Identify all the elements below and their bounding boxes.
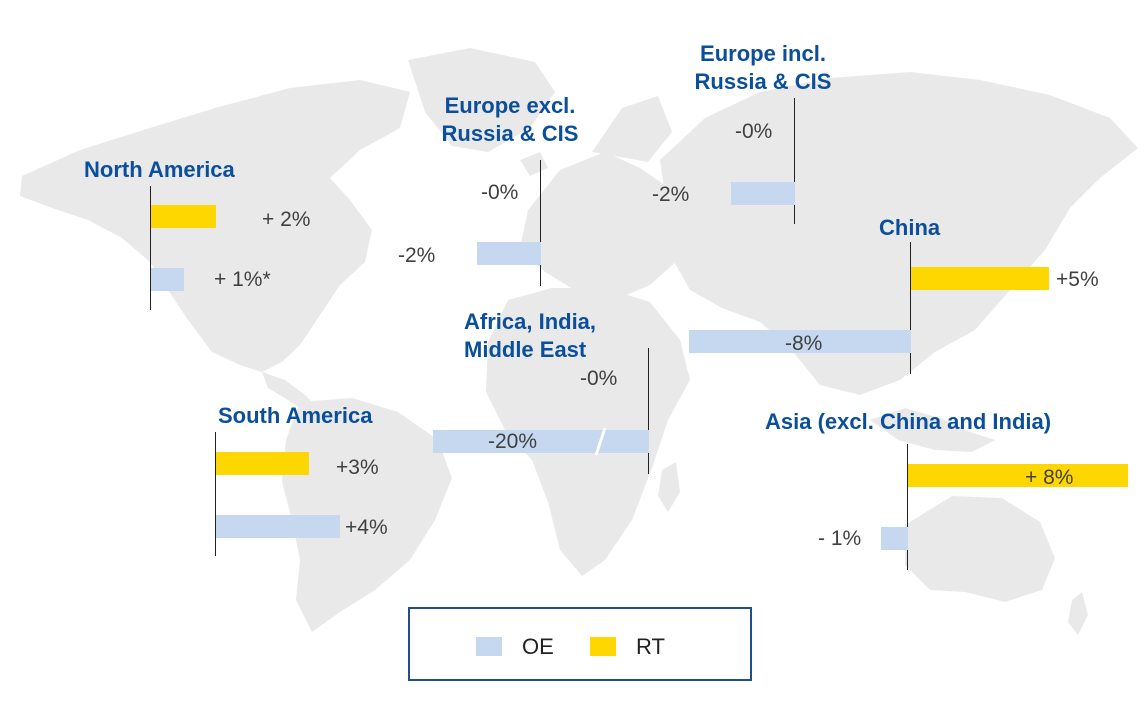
map-scandinavia bbox=[592, 96, 672, 162]
axis-africa-india-me bbox=[648, 348, 649, 474]
bar-south-america-rt bbox=[216, 452, 309, 475]
label-china-rt: +5% bbox=[1056, 268, 1099, 291]
legend: OE RT bbox=[408, 607, 752, 681]
label-europe-excl-rt: -0% bbox=[481, 181, 519, 204]
legend-label-oe: OE bbox=[522, 634, 554, 659]
label-europe-excl-oe: -2% bbox=[398, 244, 436, 267]
bar-africa-india-me-oe bbox=[433, 428, 649, 455]
axis-china bbox=[910, 242, 911, 374]
bar-north-america-rt bbox=[151, 205, 216, 228]
label-north-america-rt: + 2% bbox=[262, 208, 311, 231]
region-title-north-america: North America bbox=[84, 157, 235, 182]
axis-north-america bbox=[150, 186, 151, 310]
bar-europe-incl-oe bbox=[731, 182, 795, 205]
region-title-europe-excl: Europe excl. Russia & CIS bbox=[441, 93, 579, 146]
map-south-america bbox=[282, 398, 452, 632]
label-europe-incl-oe: -2% bbox=[652, 183, 690, 206]
label-china-oe: -8% bbox=[785, 332, 823, 355]
label-africa-india-me-rt: -0% bbox=[580, 367, 618, 390]
map-uk bbox=[546, 196, 568, 240]
region-title-europe-incl: Europe incl. Russia & CIS bbox=[694, 41, 832, 94]
map-asia bbox=[660, 72, 1138, 395]
bar-break-slash bbox=[594, 428, 607, 455]
region-title-south-america: South America bbox=[218, 403, 373, 428]
map-greenland bbox=[408, 48, 555, 152]
map-europe bbox=[520, 152, 690, 300]
label-africa-india-me-oe: -20% bbox=[488, 430, 538, 453]
axis-asia-excl bbox=[907, 444, 908, 570]
bar-china-oe bbox=[689, 330, 911, 353]
bar-asia-excl-rt bbox=[908, 464, 1128, 487]
bar-south-america-oe bbox=[216, 515, 340, 538]
map-iceland bbox=[520, 152, 548, 176]
legend-label-rt: RT bbox=[636, 634, 665, 659]
map-se-asia-islands bbox=[870, 408, 995, 452]
label-asia-excl-oe: - 1% bbox=[818, 527, 862, 550]
axis-europe-excl bbox=[540, 160, 541, 286]
region-title-asia-excl: Asia (excl. China and India) bbox=[765, 409, 1052, 434]
bar-north-america-oe bbox=[151, 268, 184, 291]
legend-swatch-oe bbox=[476, 637, 502, 656]
map-australia bbox=[905, 496, 1055, 602]
map-madagascar bbox=[658, 462, 680, 512]
bar-asia-excl-oe bbox=[881, 527, 908, 550]
label-south-america-rt: +3% bbox=[336, 456, 379, 479]
legend-swatch-rt bbox=[590, 637, 616, 656]
bar-europe-excl-oe bbox=[477, 242, 541, 265]
label-south-america-oe: +4% bbox=[345, 516, 388, 539]
bar-china-rt bbox=[911, 267, 1049, 290]
axis-south-america bbox=[215, 432, 216, 556]
region-title-africa-india-me: Africa, India, Middle East bbox=[464, 309, 597, 362]
label-asia-excl-rt: + 8% bbox=[1025, 466, 1074, 489]
label-europe-incl-rt: -0% bbox=[735, 120, 773, 143]
region-title-china: China bbox=[879, 215, 941, 240]
axis-europe-incl bbox=[794, 98, 795, 224]
label-north-america-oe: + 1%* bbox=[214, 268, 271, 291]
map-new-zealand bbox=[1068, 592, 1088, 635]
